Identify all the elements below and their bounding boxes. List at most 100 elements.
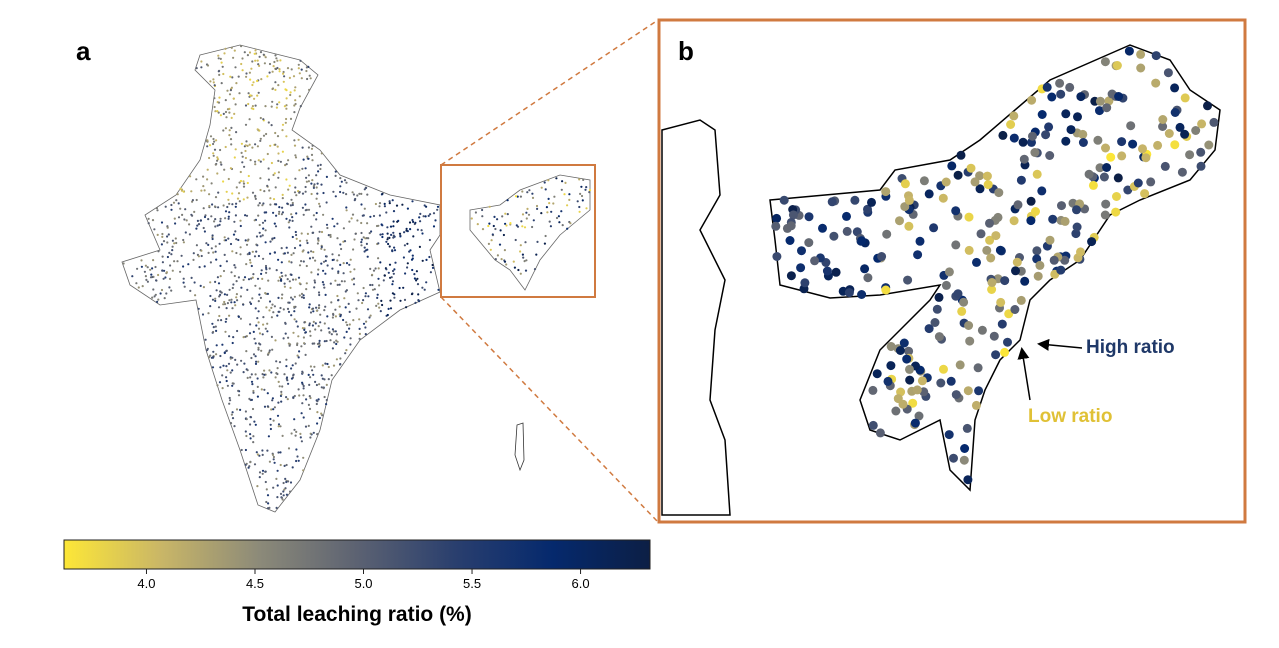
site-point <box>294 156 298 159</box>
site-point <box>325 175 328 178</box>
site-point <box>283 285 286 288</box>
site-point <box>335 358 338 361</box>
site-point <box>356 194 359 197</box>
site-point <box>822 266 832 276</box>
site-point <box>231 250 234 253</box>
site-point <box>250 380 254 383</box>
site-point <box>334 170 337 173</box>
site-point <box>311 369 314 372</box>
site-point <box>161 269 164 272</box>
site-point <box>199 219 202 222</box>
site-point <box>985 218 994 228</box>
site-point <box>253 463 257 466</box>
site-point <box>271 237 274 240</box>
site-point <box>863 273 873 283</box>
site-point <box>494 258 497 261</box>
site-point <box>425 281 428 284</box>
site-point <box>1112 61 1122 70</box>
site-point <box>963 386 973 396</box>
site-point <box>1117 137 1127 147</box>
site-point <box>225 379 228 383</box>
site-point <box>393 268 396 271</box>
site-point <box>244 214 247 217</box>
site-point <box>276 59 279 62</box>
site-point <box>476 223 479 226</box>
site-point <box>168 277 172 280</box>
site-point <box>1158 122 1168 131</box>
site-point <box>249 159 252 162</box>
site-point <box>481 215 484 218</box>
site-point <box>343 336 346 339</box>
site-point <box>525 217 528 220</box>
site-point <box>415 270 418 273</box>
site-point <box>227 237 230 240</box>
site-point <box>1095 96 1105 106</box>
site-point <box>316 433 319 436</box>
site-point <box>244 335 247 338</box>
site-point <box>279 160 282 163</box>
site-point <box>504 222 507 225</box>
site-point <box>196 224 199 227</box>
site-point <box>267 178 270 181</box>
site-point <box>363 246 366 249</box>
site-point <box>235 296 238 299</box>
site-point <box>335 339 338 342</box>
site-point <box>242 180 245 183</box>
site-point <box>1013 200 1023 210</box>
panel-label-b: b <box>678 36 694 66</box>
site-point <box>891 406 901 416</box>
site-point <box>322 269 325 272</box>
site-point <box>326 362 329 366</box>
site-point <box>317 345 321 348</box>
site-point <box>209 261 212 264</box>
site-point <box>307 174 310 177</box>
site-point <box>209 80 212 83</box>
site-point <box>348 323 351 326</box>
site-point <box>294 102 297 106</box>
site-point <box>358 332 361 335</box>
site-point <box>883 376 893 386</box>
site-point <box>962 423 972 433</box>
site-point <box>528 189 531 192</box>
site-point <box>804 238 814 248</box>
site-point <box>211 234 214 237</box>
site-point <box>284 477 287 480</box>
site-point <box>288 76 291 79</box>
site-point <box>423 204 426 207</box>
site-point <box>1160 161 1170 171</box>
site-point <box>339 190 342 194</box>
site-point <box>299 239 302 242</box>
site-point <box>351 191 354 194</box>
site-point <box>223 52 226 55</box>
site-point <box>215 329 218 332</box>
site-point <box>219 148 222 152</box>
site-point <box>261 204 264 207</box>
site-point <box>294 86 297 89</box>
site-point <box>172 201 176 204</box>
site-point <box>371 273 374 276</box>
site-point <box>297 276 301 279</box>
site-point <box>307 373 310 376</box>
site-point <box>243 276 247 279</box>
site-point <box>345 330 348 333</box>
site-point <box>329 235 332 238</box>
site-point <box>335 333 338 336</box>
site-point <box>380 299 383 302</box>
site-point <box>195 227 198 230</box>
site-point <box>261 453 264 456</box>
site-point <box>578 205 581 209</box>
site-point <box>349 270 352 273</box>
site-point <box>294 362 297 365</box>
site-point <box>257 63 260 66</box>
site-point <box>284 164 287 167</box>
site-point <box>209 281 212 284</box>
site-point <box>217 306 221 309</box>
site-point <box>219 354 222 358</box>
site-point <box>170 203 173 207</box>
site-point <box>259 235 262 238</box>
site-point <box>237 315 240 318</box>
site-point <box>214 297 217 300</box>
site-point <box>298 294 301 297</box>
site-point <box>488 205 491 208</box>
site-point <box>491 233 494 236</box>
